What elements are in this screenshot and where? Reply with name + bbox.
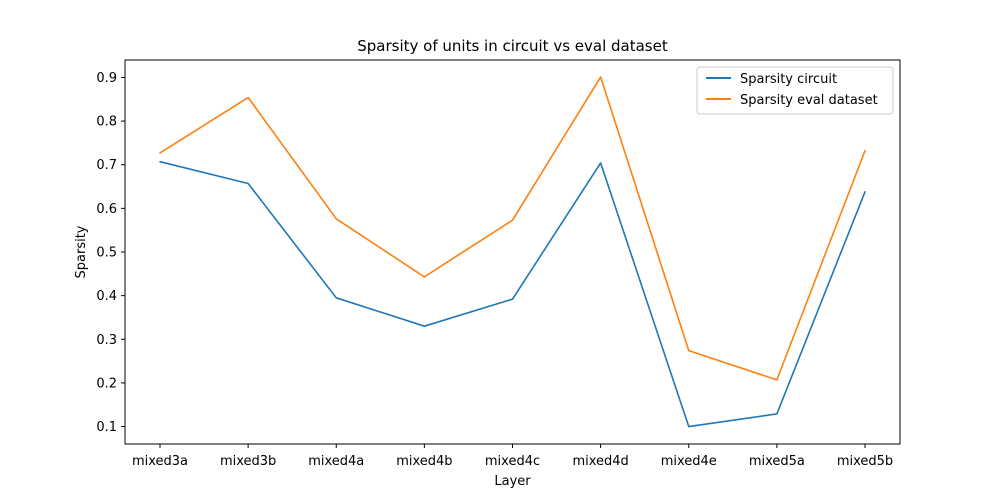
y-tick-label: 0.8 — [96, 115, 117, 130]
legend-label-circuit: Sparsity circuit — [740, 72, 837, 87]
x-tick-label: mixed4a — [308, 454, 364, 469]
x-tick-label: mixed4c — [485, 454, 540, 469]
x-axis: mixed3a mixed3b mixed4a mixed4b mixed4c mixed… — [132, 444, 893, 469]
y-tick-label: 0.6 — [96, 202, 117, 217]
y-tick-label: 0.5 — [96, 246, 117, 261]
series-layer — [159, 76, 866, 428]
x-tick-label: mixed4d — [572, 454, 628, 469]
legend-box — [696, 66, 894, 115]
legend: Sparsity circuit Sparsity eval dataset — [696, 66, 894, 115]
x-tick-label: mixed4e — [661, 454, 717, 469]
plot-frame — [124, 59, 901, 445]
x-tick-label: mixed4b — [396, 454, 452, 469]
x-tick-label: mixed3a — [132, 454, 188, 469]
y-tick-label: 0.3 — [96, 333, 117, 348]
y-axis: 0.1 0.2 0.3 0.4 0.5 0.6 0.7 0.8 0.9 — [96, 71, 125, 435]
y-tick-label: 0.2 — [96, 376, 117, 391]
x-tick-label: mixed5b — [837, 454, 893, 469]
y-axis-label: Sparsity — [74, 225, 89, 278]
chart-title: Sparsity of units in circuit vs eval dat… — [357, 37, 668, 55]
plot-area — [125, 60, 900, 444]
y-tick-label: 0.4 — [96, 289, 117, 304]
x-tick-label: mixed3b — [220, 454, 276, 469]
legend-label-eval: Sparsity eval dataset — [740, 93, 878, 108]
x-tick-label: mixed5a — [749, 454, 805, 469]
y-tick-label: 0.9 — [96, 71, 117, 86]
x-axis-label: Layer — [494, 474, 531, 489]
y-tick-label: 0.7 — [96, 158, 117, 173]
y-tick-label: 0.1 — [96, 420, 117, 435]
